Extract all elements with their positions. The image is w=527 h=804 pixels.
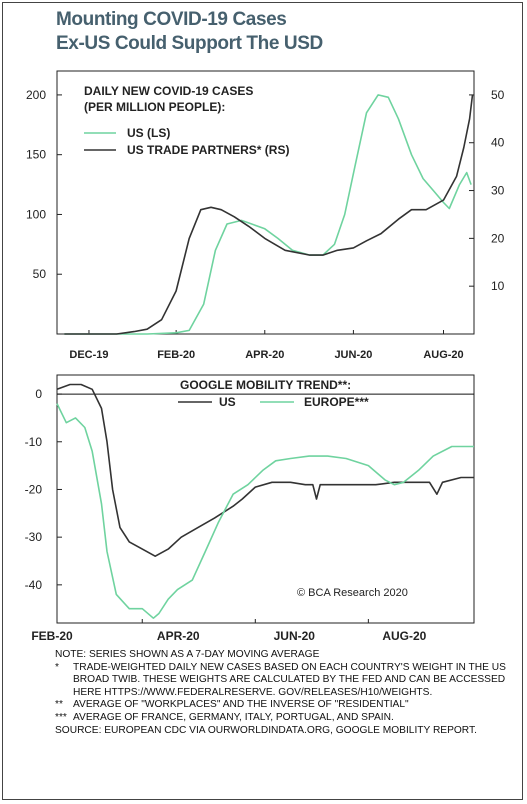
legend-trade-partners-label: US TRADE PARTNERS* (RS) xyxy=(127,143,289,157)
top-x-tick-label: APR-20 xyxy=(245,349,284,361)
bottom-plot-border xyxy=(56,374,475,624)
top-plot-border xyxy=(56,70,475,335)
top-left-tick-label: 200 xyxy=(26,88,46,102)
legend-us-mobility-label: US xyxy=(219,395,236,409)
bottom-y-tick-label: -10 xyxy=(25,435,43,449)
bottom-y-tick-label: -20 xyxy=(25,482,43,496)
top-right-tick-label: 20 xyxy=(491,231,505,245)
series-us-mobility-line xyxy=(56,383,474,557)
note-marker: ** xyxy=(55,699,63,711)
top-x-tick-label: JUN-20 xyxy=(334,349,372,361)
series-trade-partners-line xyxy=(64,94,474,335)
bottom-x-tick-label: APR-20 xyxy=(157,629,200,643)
note-trade-weighted: * TRADE-WEIGHTED DAILY NEW CASES BASED O… xyxy=(55,661,506,698)
note-marker: *** xyxy=(55,711,67,723)
note-source: SOURCE: EUROPEAN CDC VIA OURWORLDINDATA.… xyxy=(55,724,477,736)
top-x-tick-label: FEB-20 xyxy=(157,349,195,361)
top-x-tick-label: DEC-19 xyxy=(69,349,108,361)
top-left-tick-label: 100 xyxy=(26,207,46,221)
top-right-tick-label: 10 xyxy=(491,279,505,293)
chart-title: Mounting COVID-19 Cases Ex-US Could Supp… xyxy=(56,8,323,56)
top-chart-subtitle: (PER MILLION PEOPLE): xyxy=(84,100,225,114)
bottom-x-tick-label: AUG-20 xyxy=(382,629,426,643)
title-line-2: Ex-US Could Support The USD xyxy=(56,33,323,54)
bottom-y-tick-label: -30 xyxy=(25,530,43,544)
bottom-y-tick-label: -40 xyxy=(25,578,43,592)
bottom-x-tick-label: JUN-20 xyxy=(274,629,316,643)
top-chart-title: DAILY NEW COVID-19 CASES xyxy=(84,84,253,98)
note-europe-countries: *** AVERAGE OF FRANCE, GERMANY, ITALY, P… xyxy=(55,711,394,723)
top-right-tick-label: 30 xyxy=(491,184,505,198)
legend-us-cases-label: US (LS) xyxy=(127,126,170,140)
title-line-1: Mounting COVID-19 Cases xyxy=(56,9,287,30)
series-us-cases-line xyxy=(64,94,472,335)
top-x-tick-label: AUG-20 xyxy=(423,349,463,361)
top-right-tick-label: 40 xyxy=(491,136,505,150)
series-europe-mobility-line xyxy=(56,403,474,619)
top-left-tick-label: 50 xyxy=(33,267,47,281)
note-mobility-definition: ** AVERAGE OF "WORKPLACES" AND THE INVER… xyxy=(55,699,409,711)
bottom-y-tick-label: 0 xyxy=(35,387,42,401)
top-left-tick-label: 150 xyxy=(26,148,46,162)
bottom-x-tick-label: FEB-20 xyxy=(31,629,73,643)
copyright-annotation: © BCA Research 2020 xyxy=(297,587,408,599)
legend-europe-mobility-label: EUROPE*** xyxy=(304,395,369,409)
footnotes: NOTE: SERIES SHOWN AS A 7-DAY MOVING AVE… xyxy=(55,649,510,737)
note-marker: * xyxy=(55,661,59,673)
top-right-tick-label: 50 xyxy=(491,88,505,102)
note-moving-average: NOTE: SERIES SHOWN AS A 7-DAY MOVING AVE… xyxy=(55,649,320,660)
bottom-chart-title: GOOGLE MOBILITY TREND**: xyxy=(180,378,351,392)
